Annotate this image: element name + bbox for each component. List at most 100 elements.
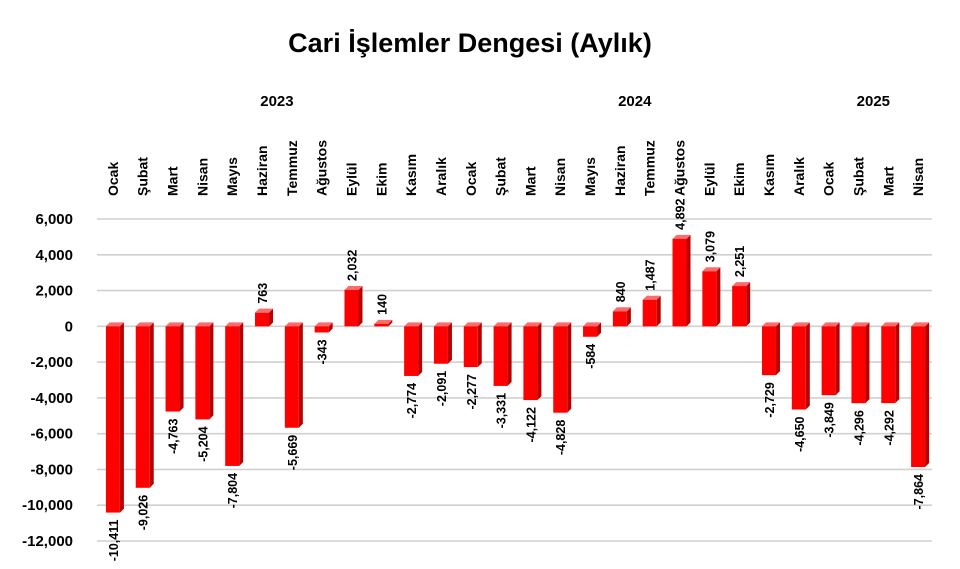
data-label: -4,296 (852, 410, 866, 445)
data-label: 1,487 (644, 259, 658, 290)
bar-top (642, 295, 661, 300)
data-label: 840 (614, 281, 628, 302)
data-label: 3,079 (703, 231, 717, 262)
y-tick-label: -10,000 (22, 497, 73, 514)
bar-side (447, 322, 452, 364)
bar-side (269, 308, 274, 327)
bar (374, 319, 393, 327)
bar-front (821, 326, 836, 396)
bar-side (597, 322, 602, 337)
category-labels: Ocak Şubat Mart Nisan Mayıs Haziran Temmuz Ağus… (105, 140, 926, 196)
data-label: 140 (375, 294, 389, 315)
category-label: Haziran (612, 145, 628, 196)
bar-side (388, 319, 393, 327)
year-labels: 2023 2024 2025 (260, 93, 890, 110)
bar-side (239, 322, 244, 466)
bar-top (881, 322, 900, 327)
bar-top (135, 322, 154, 327)
data-label: -2,091 (435, 371, 449, 406)
chart-title: Cari İşlemler Dengesi (Aylık) (288, 28, 652, 58)
y-axis-ticks: 6,000 4,000 2,000 0 -2,000 -4,000 -6,000 -8,000… (22, 211, 73, 550)
data-label: -3,849 (823, 402, 837, 437)
category-label: Ağustos (314, 140, 330, 196)
bar-top (493, 322, 512, 327)
bar (165, 322, 184, 412)
bar-side (925, 322, 930, 468)
data-label: -3,331 (495, 393, 509, 428)
y-tick-label: 6,000 (35, 211, 73, 228)
category-label: Ocak (105, 162, 121, 196)
category-label: Nisan (552, 158, 568, 196)
bar-top (255, 308, 274, 313)
bar-side (865, 322, 870, 404)
bar (255, 308, 274, 327)
bar (761, 322, 780, 376)
bar (135, 322, 154, 488)
bar-front (702, 271, 717, 327)
category-label: Kasım (761, 154, 777, 196)
category-label: Ocak (821, 162, 837, 196)
bar-top (732, 282, 751, 287)
bar-front (791, 326, 806, 410)
bar-front (374, 323, 389, 327)
bar-top (553, 322, 572, 327)
bar (791, 322, 810, 410)
bar (404, 322, 423, 376)
bar-front (404, 326, 419, 376)
data-label: -5,669 (286, 435, 300, 470)
bar (851, 322, 870, 404)
category-label: Şubat (135, 157, 151, 196)
bar-top (672, 234, 691, 239)
bar-side (179, 322, 184, 412)
category-label: Ekim (731, 163, 747, 196)
bar-top (344, 285, 363, 290)
category-label: Temmuz (284, 140, 300, 196)
bar-front (732, 286, 747, 327)
data-labels: -10,411 -9,026 -4,763 -5,204 -7,804 763 -5,669… (107, 198, 926, 561)
category-label: Aralık (791, 157, 807, 196)
bar (463, 322, 482, 368)
bar-top (851, 322, 870, 327)
data-label: 4,892 (674, 198, 688, 229)
bar-side (477, 322, 482, 368)
category-label: Nisan (194, 158, 210, 196)
data-label: -4,828 (554, 420, 568, 455)
bar-side (686, 234, 691, 327)
data-label: -4,763 (167, 419, 181, 454)
bar-front (493, 326, 508, 386)
year-label: 2023 (260, 93, 293, 110)
bar-side (507, 322, 512, 386)
bar-side (418, 322, 423, 376)
bar-side (835, 322, 840, 396)
bar-top (404, 322, 423, 327)
bar-front (911, 326, 926, 468)
category-label: Mayıs (582, 157, 598, 196)
bar-front (761, 326, 776, 376)
bar (314, 322, 333, 333)
bar-top (165, 322, 184, 327)
bar-side (119, 322, 124, 513)
data-label: -10,411 (107, 520, 121, 562)
bar-front (851, 326, 866, 404)
data-label: 763 (256, 283, 270, 304)
category-label: Mart (165, 166, 181, 196)
bar-front (344, 289, 359, 327)
bar-front (463, 326, 478, 368)
bar (911, 322, 930, 468)
bar (195, 322, 214, 420)
category-label: Şubat (493, 157, 509, 196)
y-tick-label: -4,000 (30, 390, 73, 407)
category-label: Mart (880, 166, 896, 196)
bar-top (702, 267, 721, 272)
bar-top (195, 322, 214, 327)
bar-top (583, 322, 602, 327)
bar-front (225, 326, 240, 466)
bar-top (374, 319, 393, 324)
bar-top (761, 322, 780, 327)
bar (702, 267, 721, 327)
bar-side (805, 322, 810, 410)
year-label: 2025 (857, 93, 890, 110)
category-label: Şubat (850, 157, 866, 196)
category-label: Mart (522, 166, 538, 196)
